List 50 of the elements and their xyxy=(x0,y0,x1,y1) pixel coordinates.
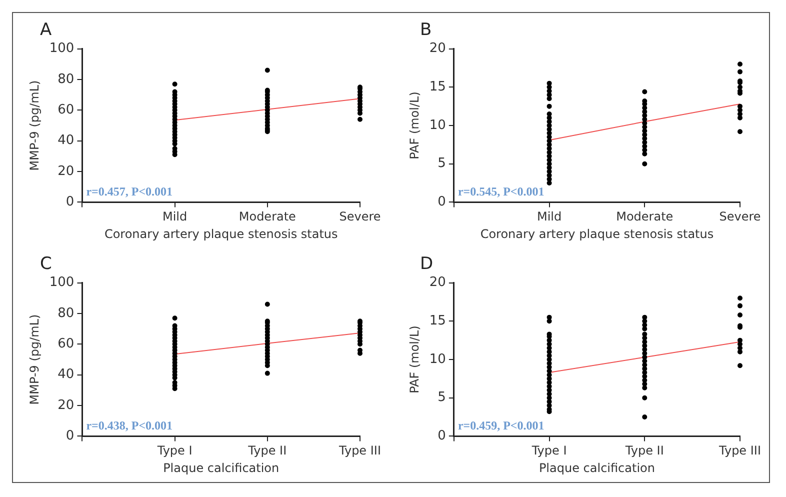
y-tick-label: 100 xyxy=(49,275,74,290)
chart-title: C xyxy=(40,254,52,274)
y-tick-label: 100 xyxy=(49,41,74,56)
chart-title: D xyxy=(420,254,434,274)
x-tick-label: Mild xyxy=(162,210,188,224)
x-tick-label: Type I xyxy=(156,444,192,458)
y-tick-label: 80 xyxy=(58,306,74,321)
annotation: r=0.438, P<0.001 xyxy=(86,418,173,432)
x-axis-title: Coronary artery plaque stenosis status xyxy=(104,226,338,241)
y-tick-label: 20 xyxy=(58,398,74,413)
y-tick-label: 40 xyxy=(58,367,74,382)
y-tick-label: 60 xyxy=(58,336,74,352)
x-axis-title: Plaque calcification xyxy=(163,460,280,475)
y-tick-label: 15 xyxy=(429,314,446,329)
x-tick-label: Mild xyxy=(536,210,562,224)
x-tick-label: Type III xyxy=(718,444,761,458)
annotation: r=0.545, P<0.001 xyxy=(458,184,544,198)
x-axis-title: Coronary artery plaque stenosis status xyxy=(480,226,714,241)
x-tick-label: Moderate xyxy=(238,210,296,224)
x-tick-label: Type I xyxy=(530,444,567,458)
y-tick-label: 20 xyxy=(429,275,446,290)
x-axis-title: Plaque calcification xyxy=(538,460,655,475)
x-tick-label: Severe xyxy=(339,210,381,224)
y-tick-label: 0 xyxy=(66,194,74,210)
x-tick-label: Type II xyxy=(624,444,664,458)
y-tick-label: 40 xyxy=(58,133,74,148)
y-tick-label: 60 xyxy=(58,102,74,118)
y-tick-label: 0 xyxy=(66,428,74,444)
y-tick-label: 5 xyxy=(438,156,446,172)
y-axis-title: MMP-9 (pg/mL) xyxy=(27,80,42,171)
y-tick-label: 10 xyxy=(429,118,446,133)
y-axis-title: PAF (mol/L) xyxy=(407,326,422,394)
y-tick-label: 20 xyxy=(429,41,446,56)
y-tick-label: 0 xyxy=(438,428,446,444)
x-tick-label: Type III xyxy=(338,444,381,458)
y-tick-label: 0 xyxy=(438,194,446,210)
y-tick-label: 15 xyxy=(429,80,446,95)
chart-title: B xyxy=(420,20,432,40)
y-tick-label: 10 xyxy=(429,352,446,367)
x-tick-label: Moderate xyxy=(616,210,674,224)
x-tick-label: Type II xyxy=(247,444,287,458)
chart-title: A xyxy=(40,20,52,40)
annotation: r=0.457, P<0.001 xyxy=(86,184,173,198)
x-tick-label: Severe xyxy=(719,210,761,224)
y-axis-title: MMP-9 (pg/mL) xyxy=(27,314,42,405)
y-tick-label: 5 xyxy=(438,390,446,406)
y-axis-title: PAF (mol/L) xyxy=(407,92,422,160)
y-tick-label: 80 xyxy=(58,72,74,87)
y-tick-label: 20 xyxy=(58,164,74,179)
annotation: r=0.459, P<0.001 xyxy=(458,418,544,432)
